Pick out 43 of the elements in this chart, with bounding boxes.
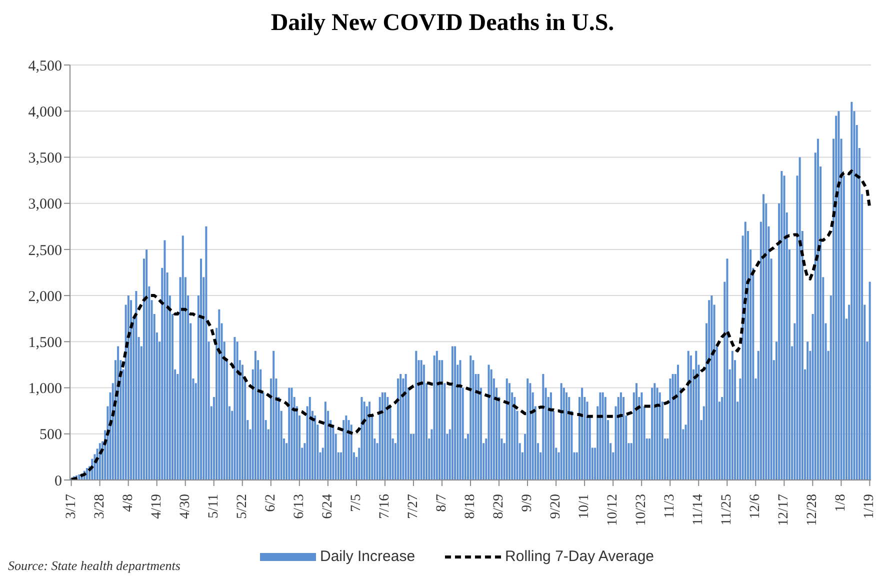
- x-tick-label: 10/1: [577, 494, 592, 519]
- x-tick-label: 8/29: [492, 494, 507, 519]
- x-tick-label: 11/14: [691, 494, 706, 526]
- x-tick-label: 5/11: [206, 494, 222, 518]
- x-tick-label: 11/3: [662, 494, 678, 518]
- x-tick-label: 6/13: [292, 494, 307, 519]
- x-tick-label: 4/30: [178, 494, 193, 519]
- x-tick-label: 10/23: [634, 494, 650, 526]
- x-tick-label: 11/25: [720, 494, 735, 526]
- y-tick-label: 3,500: [28, 150, 62, 167]
- x-tick-label: 5/22: [234, 494, 250, 519]
- y-tick-label: 2,500: [28, 242, 62, 259]
- source-note: Source: State health departments: [8, 558, 180, 574]
- x-tick-label: 12/6: [748, 494, 764, 519]
- x-tick-label: 3/28: [92, 494, 108, 519]
- y-tick-label: 1,500: [28, 334, 62, 351]
- x-tick-label: 12/28: [805, 494, 820, 526]
- x-tick-label: 8/7: [434, 494, 450, 512]
- x-tick-label: 7/5: [348, 494, 364, 512]
- x-tick-label: 7/16: [377, 494, 392, 519]
- y-tick-label: 4,500: [28, 58, 62, 74]
- x-tick-label: 8/18: [463, 494, 478, 519]
- x-tick-label: 9/20: [548, 494, 564, 519]
- x-tick-label: 6/24: [320, 494, 336, 519]
- x-tick-label: 10/12: [606, 494, 621, 526]
- legend-label: Daily Increase: [320, 548, 416, 565]
- y-tick-label: 2,000: [28, 288, 62, 305]
- x-tick-label: 4/8: [120, 494, 136, 512]
- y-tick-label: 4,000: [28, 104, 62, 120]
- x-tick-label: 3/17: [64, 494, 79, 519]
- x-tick-label: 9/9: [520, 494, 536, 512]
- y-tick-label: 3,000: [28, 196, 62, 213]
- x-tick-label: 12/17: [776, 494, 792, 526]
- y-tick-label: 500: [40, 427, 62, 444]
- x-tick-label: 4/19: [149, 494, 164, 519]
- x-tick-label: 1/8: [834, 494, 849, 512]
- x-tick-label: 6/2: [263, 494, 278, 512]
- y-tick-label: 0: [54, 473, 62, 490]
- x-tick-label: 1/19: [862, 494, 878, 519]
- y-tick-label: 1,000: [28, 381, 62, 398]
- x-tick-label: 7/27: [406, 494, 421, 519]
- chart-title: Daily New COVID Deaths in U.S.: [270, 10, 616, 37]
- legend-label: Rolling 7-Day Average: [505, 548, 654, 565]
